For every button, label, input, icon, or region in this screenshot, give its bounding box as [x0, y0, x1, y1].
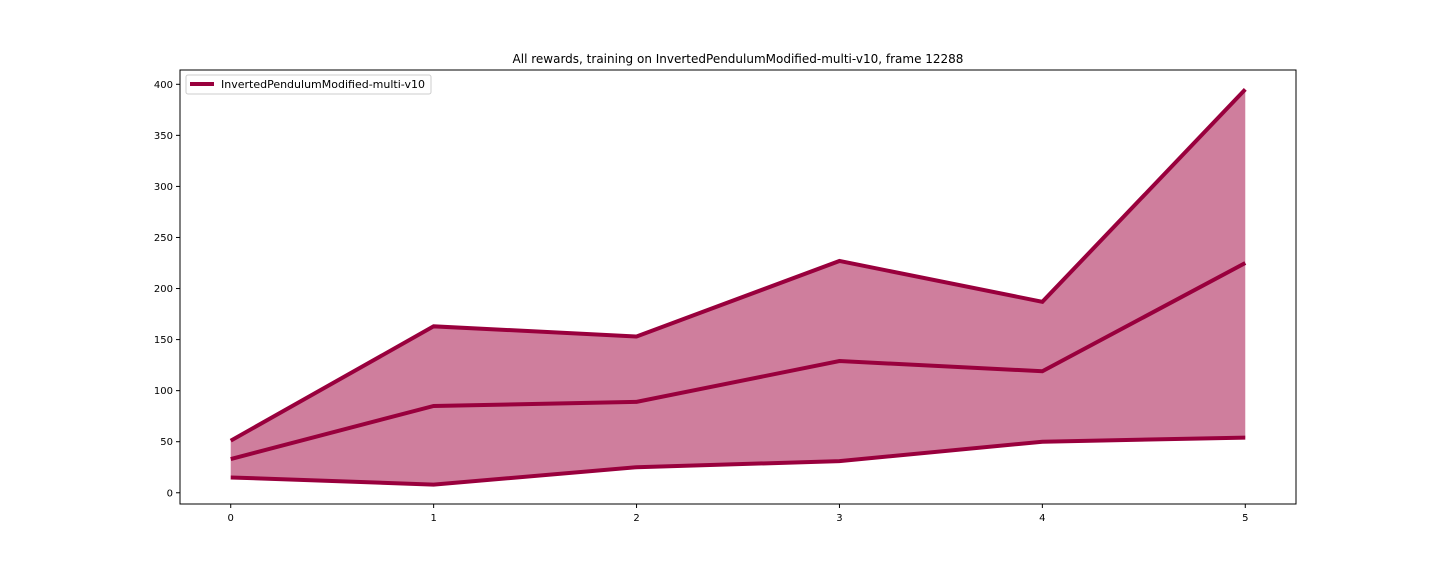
series-line-min	[230, 435, 1246, 487]
y-tick-label: 250	[154, 233, 173, 244]
y-tick-label: 400	[154, 80, 173, 91]
y-tick-label: 50	[160, 437, 173, 448]
legend-box	[185, 74, 432, 95]
x-tick-label: 3	[836, 513, 842, 524]
x-tick-label: 2	[633, 513, 639, 524]
fill-band	[230, 89, 1246, 485]
chart-title: All rewards, training on InvertedPendulu…	[513, 52, 964, 66]
legend-label: InvertedPendulumModified-multi-v10	[221, 78, 425, 91]
y-tick-label: 100	[154, 386, 173, 397]
y-tick-label: 200	[154, 284, 173, 295]
x-tick-label: 4	[1039, 513, 1045, 524]
legend: InvertedPendulumModified-multi-v10	[185, 74, 432, 95]
series-line-max	[229, 88, 1247, 443]
x-tick-label: 1	[430, 513, 436, 524]
y-tick-label: 350	[154, 131, 173, 142]
y-tick-label: 150	[154, 335, 173, 346]
x-tick-label: 5	[1242, 513, 1248, 524]
y-tick-label: 300	[154, 182, 173, 193]
series-line-invertedpendulummodified-multi-v10	[230, 261, 1247, 462]
plot-frame	[179, 69, 1297, 505]
x-tick-label: 0	[228, 513, 234, 524]
plot-area	[229, 88, 1247, 487]
y-tick-label: 0	[167, 488, 173, 499]
